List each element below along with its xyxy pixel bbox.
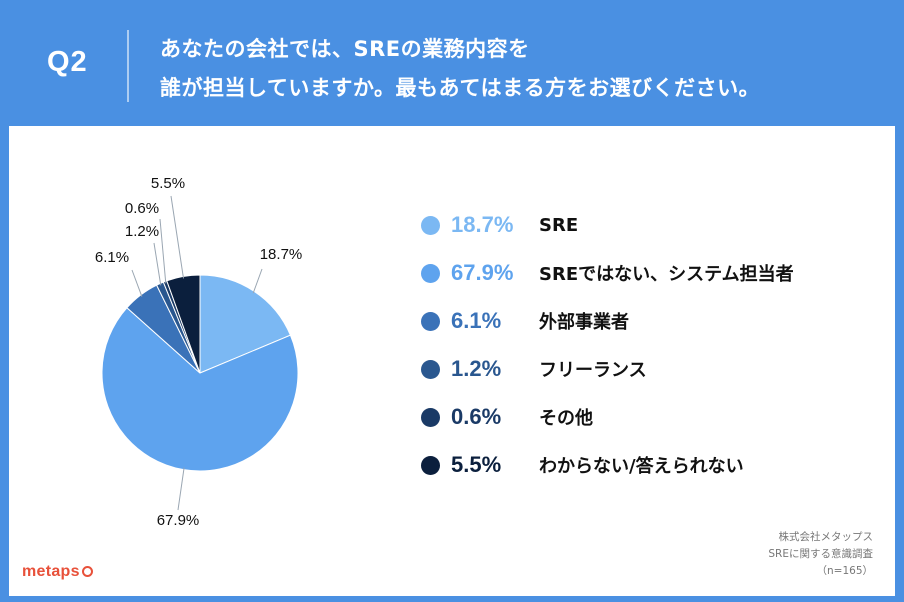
pie-data-label-4: 1.2% — [125, 223, 159, 240]
legend-percent: 1.2% — [451, 356, 502, 381]
leader-line-3 — [131, 269, 143, 297]
legend-label: わからない/答えられない — [539, 456, 744, 477]
legend-label: フリーランス — [539, 360, 647, 381]
header-divider — [127, 30, 129, 102]
legend-label: 外部事業者 — [539, 312, 629, 333]
legend-item: 5.5% わからない/答えられない — [421, 450, 744, 480]
legend-swatch-icon — [421, 215, 440, 235]
legend-item: 67.9% SREではない、システム担当者 — [421, 258, 794, 288]
legend-percent: 18.7% — [451, 212, 514, 237]
leader-line-5 — [159, 218, 167, 284]
legend-percent: 67.9% — [451, 260, 514, 285]
pie-data-label-5: 0.6% — [125, 200, 159, 217]
question-number: Q2 — [47, 46, 88, 78]
source-survey: SREに関する意識調査 — [768, 548, 873, 560]
legend-swatch-icon — [421, 263, 440, 283]
leader-line-1 — [252, 268, 263, 294]
legend-swatch-icon — [421, 407, 440, 427]
legend-percent: 0.6% — [451, 404, 502, 429]
legend-label: SRE — [539, 214, 579, 236]
question-header: Q2 あなたの会社では、SREの業務内容を 誰が担当していますか。最もあてはまる… — [0, 0, 904, 126]
metaps-logo: metaps — [22, 563, 93, 581]
legend-item: 0.6% その他 — [421, 402, 593, 432]
legend-percent: 6.1% — [451, 308, 502, 333]
pie-data-label-1: 18.7% — [260, 246, 303, 263]
legend-swatch-icon — [421, 455, 440, 475]
leader-line-2 — [177, 467, 185, 511]
legend-percent: 5.5% — [451, 452, 502, 477]
logo-mark-icon — [81, 566, 93, 577]
pie-data-label-6: 5.5% — [151, 175, 185, 192]
logo-text: metaps — [22, 563, 80, 580]
source-note: 株式会社メタップス SREに関する意識調査 （n=165） — [768, 529, 873, 580]
legend-label: その他 — [539, 408, 593, 429]
source-sample-size: （n=165） — [816, 565, 874, 577]
leader-line-4 — [153, 242, 162, 286]
leader-line-6 — [170, 195, 184, 279]
legend-item: 1.2% フリーランス — [421, 354, 647, 384]
source-company: 株式会社メタップス — [778, 531, 874, 543]
question-text-line2: 誰が担当していますか。最もあてはまる方をお選びください。 — [160, 76, 761, 100]
legend-swatch-icon — [421, 359, 440, 379]
legend-item: 6.1% 外部事業者 — [421, 306, 629, 336]
pie-data-label-2: 67.9% — [157, 512, 200, 529]
legend-item: 18.7% SRE — [421, 210, 578, 240]
pie-data-label-3: 6.1% — [95, 249, 129, 266]
legend-label: SREではない、システム担当者 — [539, 264, 794, 285]
question-text-line1: あなたの会社では、SREの業務内容を — [160, 37, 530, 61]
legend-swatch-icon — [421, 311, 440, 331]
